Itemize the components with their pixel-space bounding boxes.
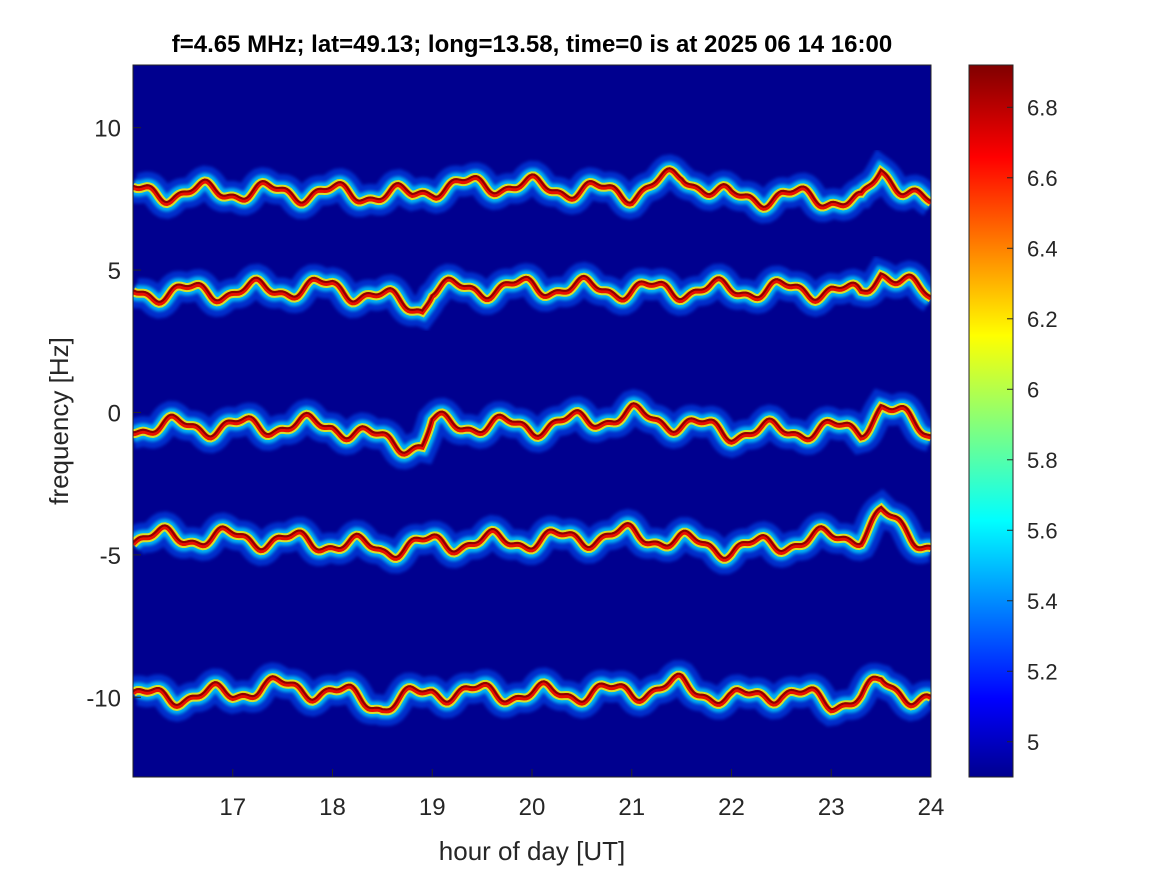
trace-peak bbox=[133, 402, 931, 454]
x-tick-label: 24 bbox=[918, 794, 945, 821]
spectrogram-traces bbox=[133, 149, 931, 727]
x-tick-label: 21 bbox=[618, 794, 645, 821]
doppler-trace bbox=[133, 660, 931, 727]
x-tick-label: 22 bbox=[718, 794, 745, 821]
trace-peak bbox=[133, 272, 931, 312]
x-tick-label: 17 bbox=[219, 794, 246, 821]
chart-title: f=4.65 MHz; lat=49.13; long=13.58, time=… bbox=[172, 31, 892, 58]
colorbar-tick-label: 6.6 bbox=[1027, 166, 1058, 191]
x-axis-label: hour of day [UT] bbox=[439, 836, 625, 866]
colorbar-tick-label: 6 bbox=[1027, 377, 1039, 402]
x-tick-label: 23 bbox=[818, 794, 845, 821]
colorbar bbox=[968, 64, 1014, 778]
colorbar-tick-label: 5.2 bbox=[1027, 659, 1058, 684]
y-tick-label: 0 bbox=[108, 400, 121, 427]
trace-core bbox=[133, 505, 931, 562]
trace-peak bbox=[133, 672, 931, 711]
x-tick-label: 19 bbox=[419, 794, 446, 821]
y-tick-label: -10 bbox=[86, 685, 121, 712]
colorbar-ticks: 6.8 6.6 6.4 6.2 6 5.8 5.6 5.4 5.2 5 bbox=[1007, 95, 1058, 755]
y-axis-ticks: 10 5 0 -5 -10 bbox=[86, 116, 141, 712]
colorbar-tick-label: 5.8 bbox=[1027, 448, 1058, 473]
colorbar-tick-label: 6.2 bbox=[1027, 307, 1058, 332]
trace-core bbox=[133, 402, 931, 457]
doppler-trace bbox=[133, 149, 931, 224]
doppler-trace bbox=[133, 256, 931, 331]
colorbar-tick-label: 5.4 bbox=[1027, 589, 1058, 614]
y-tick-label: 5 bbox=[108, 258, 121, 285]
colorbar-tick-label: 6.4 bbox=[1027, 236, 1058, 261]
colorbar-tick-label: 6.8 bbox=[1027, 95, 1058, 120]
doppler-trace bbox=[133, 488, 931, 575]
y-tick-label: -5 bbox=[100, 543, 121, 570]
colorbar-tick-label: 5.6 bbox=[1027, 518, 1058, 543]
trace-peak bbox=[133, 505, 931, 559]
trace-peak bbox=[133, 167, 931, 208]
x-axis-ticks: 17 18 19 20 21 22 23 24 bbox=[219, 769, 944, 821]
trace-core bbox=[133, 167, 931, 211]
x-tick-label: 20 bbox=[519, 794, 546, 821]
y-tick-label: 10 bbox=[94, 116, 121, 143]
doppler-trace bbox=[133, 388, 931, 470]
y-axis-label: frequency [Hz] bbox=[44, 337, 74, 505]
colorbar-tick-label: 5 bbox=[1027, 730, 1039, 755]
x-tick-label: 18 bbox=[319, 794, 346, 821]
